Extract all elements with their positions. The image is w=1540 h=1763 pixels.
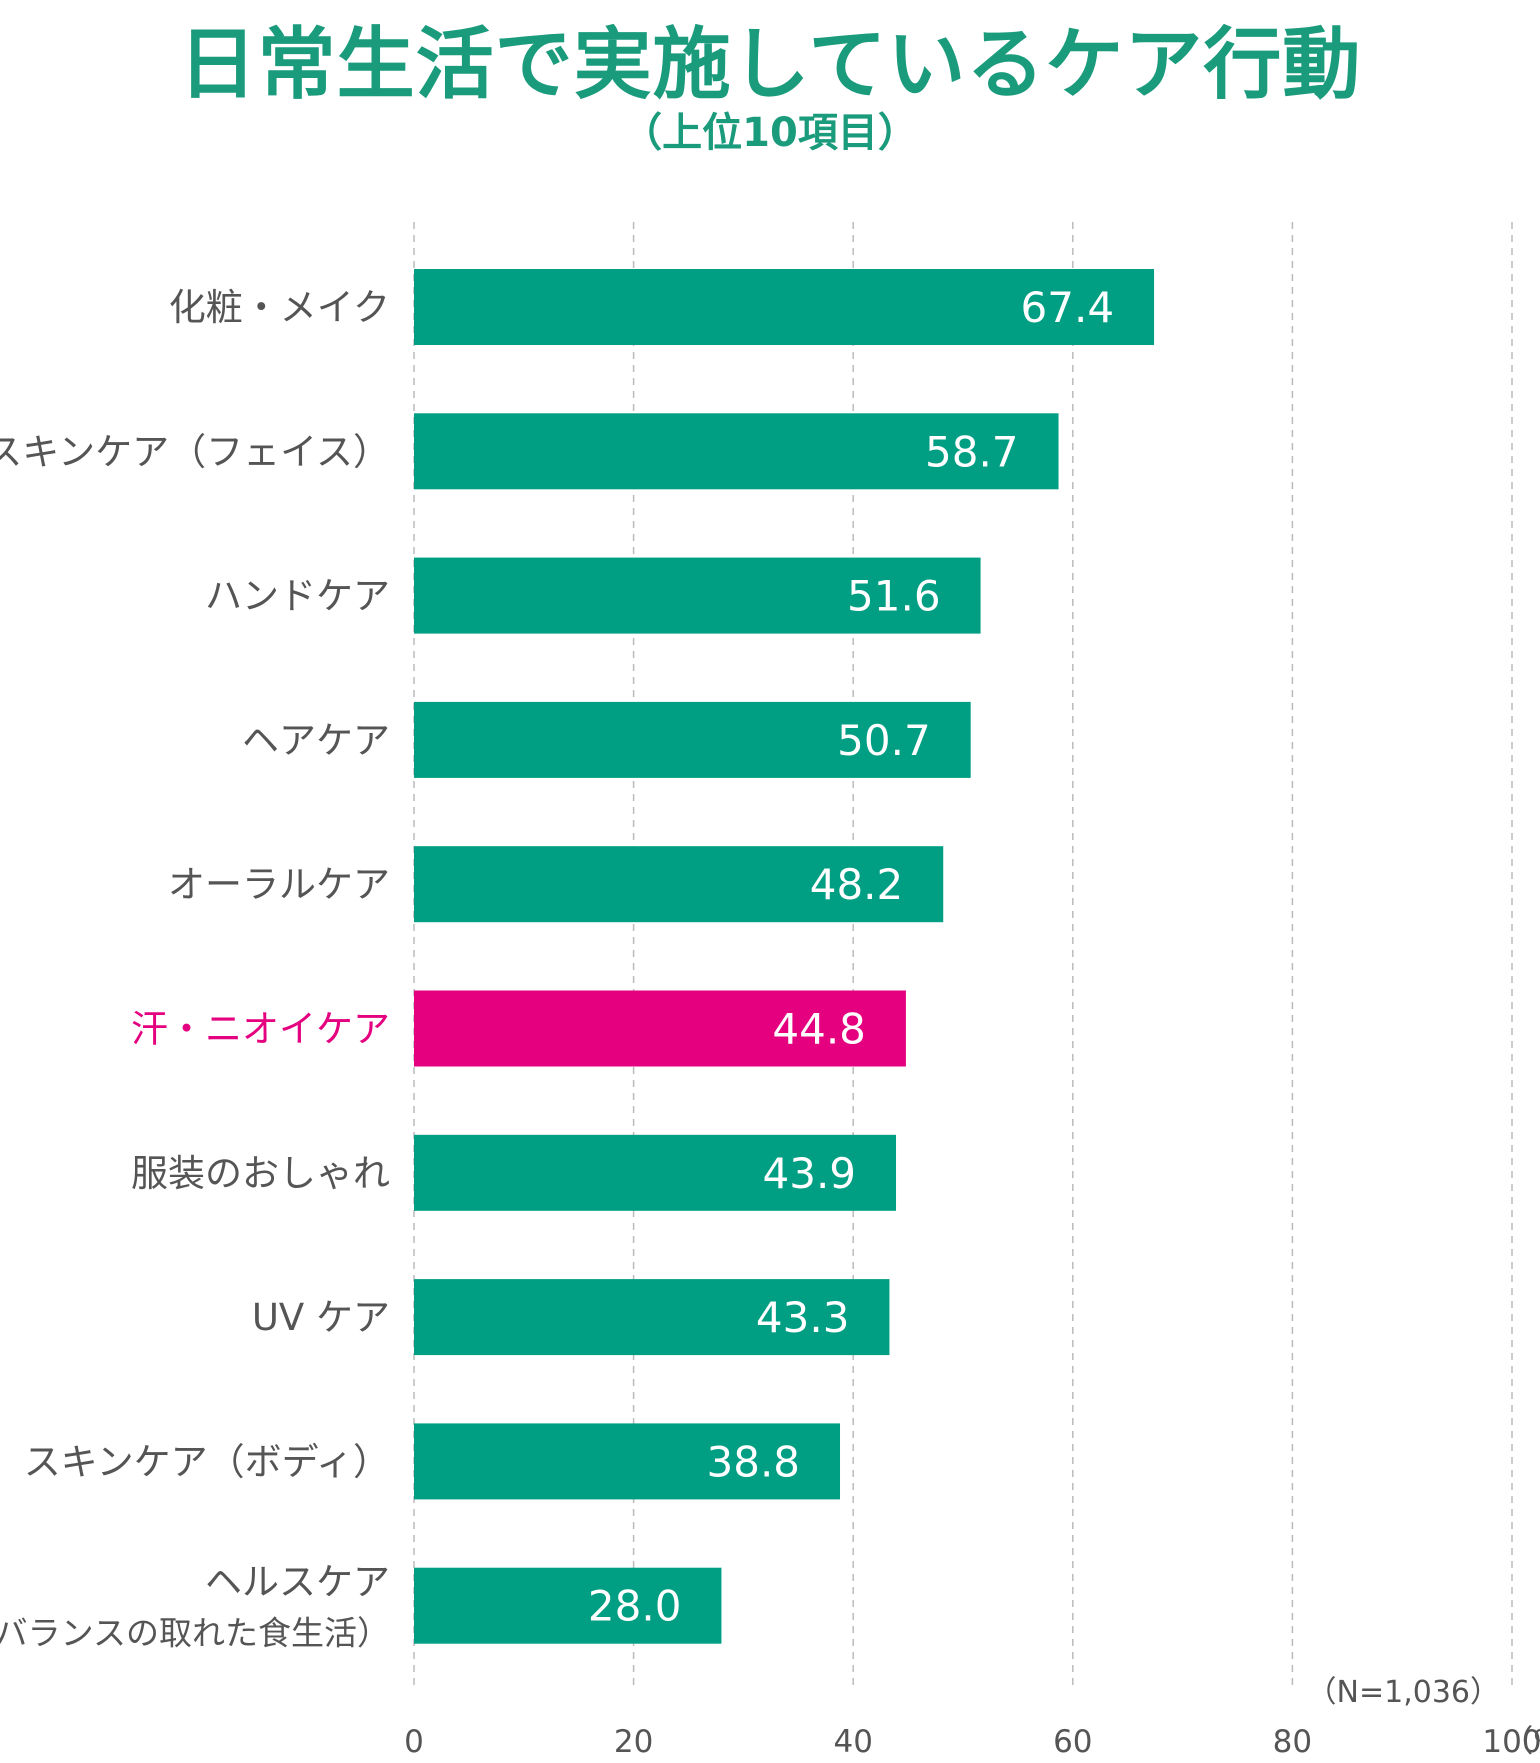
category-label-3: ヘアケア — [242, 719, 390, 762]
x-tick-label-4: 80 — [1273, 1724, 1312, 1760]
category-label-9-line-0: ヘルスケア — [205, 1561, 390, 1604]
bar-value-label-4: 48.2 — [810, 860, 904, 909]
bar-value-label-7: 43.3 — [756, 1293, 850, 1342]
sample-size-note: （N=1,036） — [1307, 1675, 1500, 1710]
bar-value-label-1: 58.7 — [925, 427, 1019, 476]
bar-value-label-2: 51.6 — [847, 572, 941, 621]
bar-value-label-8: 38.8 — [707, 1437, 801, 1486]
category-label-9-line-1: （バランスの取れた食生活） — [0, 1614, 390, 1653]
category-label-4: オーラルケア — [168, 863, 390, 906]
bar-value-label-5: 44.8 — [772, 1005, 866, 1054]
bar-value-label-6: 43.9 — [763, 1149, 857, 1198]
bar-value-label-0: 67.4 — [1021, 283, 1115, 332]
x-tick-label-2: 40 — [833, 1724, 872, 1760]
category-label-5: 汗・ニオイケア — [131, 1008, 390, 1051]
x-tick-label-0: 0 — [404, 1724, 424, 1760]
bar-value-label-9: 28.0 — [588, 1582, 682, 1631]
x-tick-label-3: 60 — [1053, 1724, 1092, 1760]
bar-value-label-3: 50.7 — [837, 716, 931, 765]
category-label-8: スキンケア（ボディ） — [24, 1440, 390, 1483]
category-label-2: ハンドケア — [205, 575, 390, 618]
category-label-7: UV ケア — [252, 1296, 390, 1339]
category-label-0: 化粧・メイク — [169, 286, 390, 329]
category-label-1: スキンケア（フェイス） — [0, 430, 390, 473]
category-label-6: 服装のおしゃれ — [131, 1152, 390, 1195]
x-axis-unit-label: （%） — [1502, 1724, 1540, 1760]
x-tick-label-1: 20 — [614, 1724, 653, 1760]
